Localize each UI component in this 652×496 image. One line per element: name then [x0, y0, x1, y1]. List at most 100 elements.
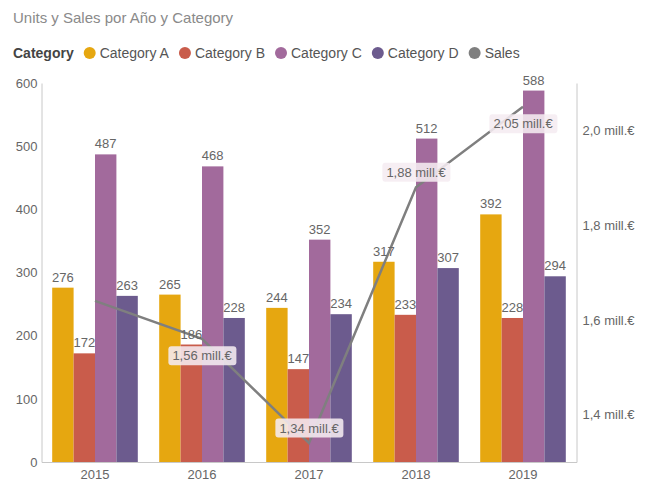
- tick-label: 2016: [188, 467, 217, 482]
- data-label: 244: [266, 290, 288, 305]
- marks: [52, 91, 566, 462]
- tick-label: 600: [16, 76, 38, 91]
- tick-label: 2018: [402, 467, 431, 482]
- tick: 300: [16, 265, 42, 280]
- tick-label: 1,8 mill.€: [583, 218, 636, 233]
- bar: [480, 214, 501, 462]
- bar-series: [95, 91, 544, 462]
- data-label-box: [168, 346, 236, 365]
- data-label: 352: [309, 222, 331, 237]
- tick-label: 1,4 mill.€: [583, 407, 636, 422]
- tick: 2019: [509, 462, 538, 482]
- bar: [52, 288, 73, 462]
- axis: 2015 2016 2017 2018 2019: [42, 462, 577, 482]
- bar: [502, 318, 523, 462]
- bar: [523, 91, 544, 462]
- tick-label: 200: [16, 328, 38, 343]
- tick: 2018: [402, 462, 431, 482]
- axis: 0 100 200 300 400 500 600: [16, 76, 42, 470]
- data-labels: 276 265 244 317 392 172 186 147 233 228 487 468 352 5…: [52, 73, 566, 438]
- bar: [437, 268, 458, 462]
- line: [95, 107, 523, 443]
- data-label: 1,88 mill.€: [386, 165, 446, 180]
- tick-label: 2017: [295, 467, 324, 482]
- title: Units y Sales por Año y Category: [13, 9, 234, 26]
- tick-label: 1,6 mill.€: [583, 313, 636, 328]
- bar: [202, 166, 223, 462]
- data-label: 233: [394, 297, 416, 312]
- data-label: 487: [95, 136, 117, 151]
- tick: 200: [16, 328, 42, 343]
- bar: [74, 353, 95, 462]
- tick-label: 300: [16, 265, 38, 280]
- tick: 1,4 mill.€: [577, 407, 636, 422]
- data-label-group: 1,34 mill.€: [275, 419, 343, 438]
- legend-swatch: [469, 47, 481, 59]
- bar: [544, 276, 565, 462]
- data-label: 512: [416, 121, 438, 136]
- data-label: 172: [73, 335, 95, 350]
- chart: Units y Sales por Año y Category Category…: [0, 0, 652, 496]
- bar: [159, 295, 180, 462]
- data-label: 317: [373, 244, 395, 259]
- data-label: 307: [437, 250, 459, 265]
- data-label-group: 1,56 mill.€: [168, 346, 236, 365]
- data-label: 392: [480, 196, 502, 211]
- bar: [116, 296, 137, 462]
- tick: 0: [30, 455, 41, 470]
- data-label: 588: [523, 73, 545, 88]
- data-label: 228: [223, 300, 245, 315]
- legend-swatch: [179, 47, 191, 59]
- legend-label: Category C: [291, 45, 362, 61]
- bar: [373, 262, 394, 462]
- tick-label: 500: [16, 139, 38, 154]
- bar: [266, 308, 287, 462]
- data-label: 186: [180, 327, 202, 342]
- legend-label: Sales: [485, 45, 520, 61]
- data-label-group: 2,05 mill.€: [489, 114, 557, 133]
- data-label: 234: [330, 296, 352, 311]
- tick: 1,8 mill.€: [577, 218, 636, 233]
- tick: 2015: [81, 462, 110, 482]
- bar: [223, 318, 244, 462]
- tick: 400: [16, 202, 42, 217]
- axis-line: [42, 462, 577, 463]
- tick: 2017: [295, 462, 324, 482]
- tick-label: 0: [30, 455, 37, 470]
- data-label: 228: [501, 300, 523, 315]
- data-label: 263: [116, 278, 138, 293]
- tick: 100: [16, 391, 42, 406]
- axis-line: [577, 84, 578, 463]
- bar: [395, 315, 416, 462]
- data-label-group: 1,88 mill.€: [382, 163, 450, 182]
- tick-label: 400: [16, 202, 38, 217]
- bar: [330, 314, 351, 462]
- data-label: 276: [52, 270, 74, 285]
- tick-label: 100: [16, 391, 38, 406]
- tick: 600: [16, 76, 42, 91]
- legend-swatch: [275, 47, 287, 59]
- legend-label: Category A: [100, 45, 170, 61]
- legend-label: Category B: [195, 45, 265, 61]
- tick: 500: [16, 139, 42, 154]
- tick: 2016: [188, 462, 217, 482]
- bar: [416, 139, 437, 462]
- tick: 2,0 mill.€: [577, 123, 636, 138]
- tick: 1,6 mill.€: [577, 313, 636, 328]
- legend-swatch: [84, 47, 96, 59]
- data-label: 294: [544, 258, 566, 273]
- legend-swatch: [372, 47, 384, 59]
- data-label: 468: [202, 148, 224, 163]
- data-label-box: [382, 163, 450, 182]
- data-label: 147: [287, 351, 309, 366]
- data-label: 1,56 mill.€: [172, 348, 232, 363]
- data-label-box: [489, 114, 557, 133]
- bar: [288, 369, 309, 462]
- data-label: 2,05 mill.€: [493, 116, 553, 131]
- data-label-box: [275, 419, 343, 438]
- legend-title: Category: [13, 45, 74, 61]
- tick-label: 2,0 mill.€: [583, 123, 636, 138]
- axis-line: [42, 84, 43, 463]
- legend: CategoryCategory ACategory BCategory CCa…: [13, 45, 520, 61]
- data-label: 265: [159, 277, 181, 292]
